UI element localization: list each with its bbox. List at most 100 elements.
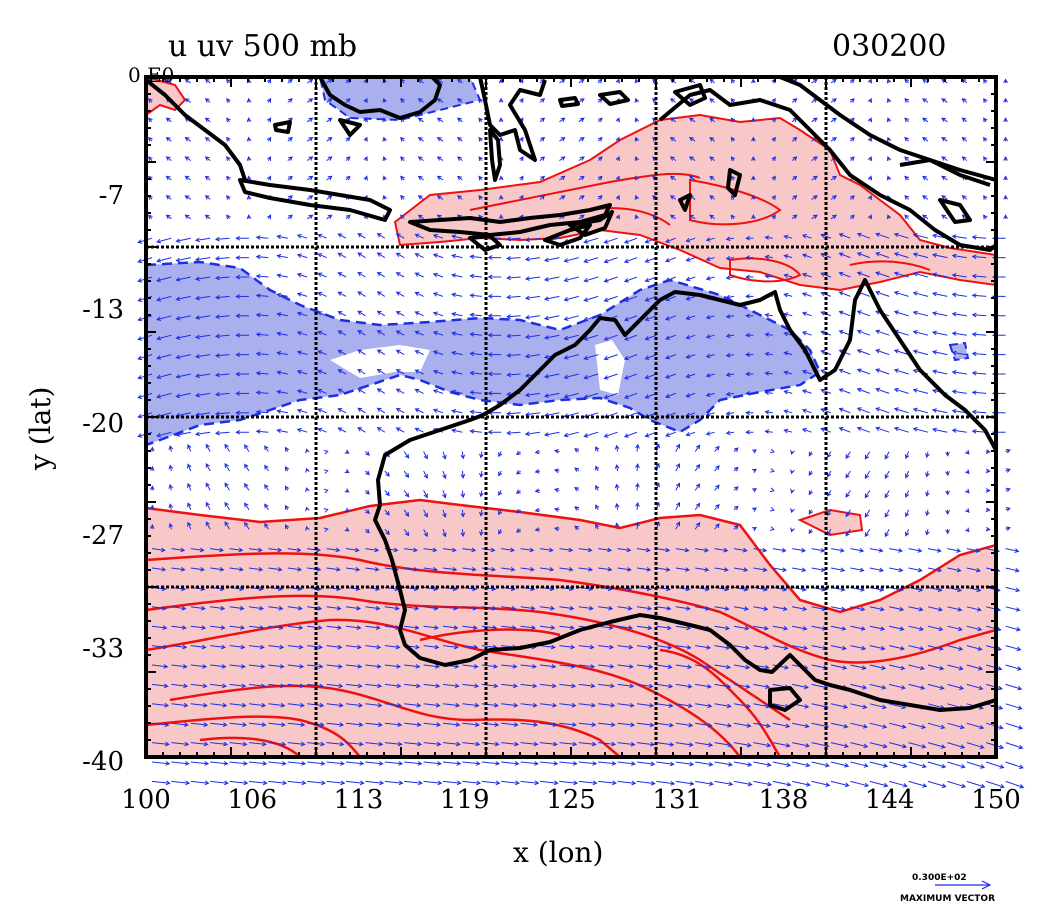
wind-vector — [826, 490, 832, 497]
wind-vector — [623, 295, 638, 302]
wind-vector — [363, 136, 368, 142]
wind-vector — [559, 780, 579, 786]
wind-vector — [190, 605, 206, 611]
wind-vector — [875, 407, 890, 414]
wind-vector — [688, 137, 696, 142]
wind-vector — [248, 625, 265, 630]
wind-vector — [462, 683, 480, 689]
wind-vector — [669, 117, 677, 123]
wind-vector — [214, 372, 230, 378]
wind-vector — [922, 98, 929, 103]
wind-vector — [539, 117, 546, 123]
wind-vector — [791, 214, 798, 220]
wind-vector — [317, 369, 327, 375]
wind-vector — [714, 484, 720, 491]
wind-vector — [574, 448, 580, 453]
wind-vector — [598, 644, 615, 650]
wind-vector — [623, 392, 638, 399]
wind-vector — [904, 117, 910, 123]
wind-vector — [524, 295, 541, 301]
wind-vector — [194, 354, 211, 359]
wind-vector — [345, 567, 361, 572]
wind-vector — [583, 276, 599, 283]
wind-vector — [603, 431, 618, 438]
wind-vector — [656, 742, 675, 747]
wind-vector — [685, 373, 696, 379]
wind-vector — [520, 625, 537, 630]
wind-vector — [783, 389, 793, 395]
wind-vector — [326, 547, 341, 553]
wind-vector — [255, 370, 269, 376]
wind-vector — [498, 528, 503, 535]
wind-vector — [725, 372, 735, 377]
wind-vector — [598, 702, 616, 708]
wind-vector — [487, 313, 502, 319]
wind-vector — [451, 331, 463, 336]
wind-vector — [893, 407, 909, 414]
wind-vector — [856, 407, 870, 414]
wind-vector — [337, 388, 347, 394]
wind-vector — [867, 117, 873, 123]
wind-vector — [244, 482, 250, 491]
wind-vector — [345, 702, 364, 708]
wind-vector — [947, 722, 965, 730]
wind-vector — [850, 742, 869, 749]
wind-vector — [534, 469, 541, 474]
wind-vector — [255, 254, 269, 260]
wind-vector — [305, 487, 310, 493]
wind-vector — [811, 156, 818, 162]
wind-vector — [1005, 526, 1011, 531]
wind-vector — [945, 470, 950, 477]
wind-vector — [634, 78, 640, 84]
wind-vector — [811, 78, 818, 84]
wind-vector — [614, 483, 620, 491]
wind-vector — [838, 271, 851, 278]
wind-vector — [501, 547, 516, 553]
y-tick-label: -7 — [99, 181, 124, 211]
wind-vector — [357, 271, 366, 278]
wind-vector — [614, 444, 620, 452]
wind-vector — [326, 664, 343, 669]
wind-vector — [400, 195, 405, 200]
wind-vector — [675, 547, 690, 553]
wind-vector — [456, 175, 463, 181]
wind-vector — [451, 350, 463, 356]
wind-vector — [147, 117, 153, 123]
wind-vector — [705, 334, 715, 339]
wind-vector — [469, 273, 482, 279]
wind-vector — [714, 683, 732, 689]
wind-vector — [414, 369, 424, 375]
wind-vector — [583, 257, 599, 264]
wind-vector — [168, 464, 174, 472]
wind-vector — [751, 136, 756, 142]
wind-vector — [268, 567, 283, 572]
wind-vector — [171, 547, 186, 553]
wind-vector — [656, 664, 673, 670]
wind-vector — [248, 780, 268, 786]
wind-vector — [574, 467, 580, 472]
wind-vector — [226, 117, 231, 123]
wind-vector — [927, 625, 944, 632]
wind-vector — [908, 664, 925, 671]
wind-vector — [524, 431, 541, 437]
wind-vector — [725, 236, 735, 242]
wind-vector — [886, 136, 892, 142]
wind-vector — [357, 407, 366, 414]
wind-vector — [559, 644, 576, 650]
wind-vector — [539, 761, 559, 766]
wind-vector — [559, 722, 577, 727]
wind-vector — [520, 702, 538, 708]
wind-vector — [820, 408, 832, 414]
wind-vector — [669, 98, 677, 103]
wind-vector — [520, 567, 535, 572]
wind-vector — [519, 136, 524, 142]
wind-vector — [971, 312, 987, 318]
wind-vector — [400, 136, 405, 142]
wind-vector — [830, 645, 847, 651]
wind-vector — [432, 253, 444, 259]
wind-vector — [752, 507, 758, 512]
wind-vector — [214, 294, 230, 300]
wind-vector — [886, 156, 892, 161]
wind-vector — [826, 509, 832, 517]
wind-vector — [656, 761, 675, 767]
